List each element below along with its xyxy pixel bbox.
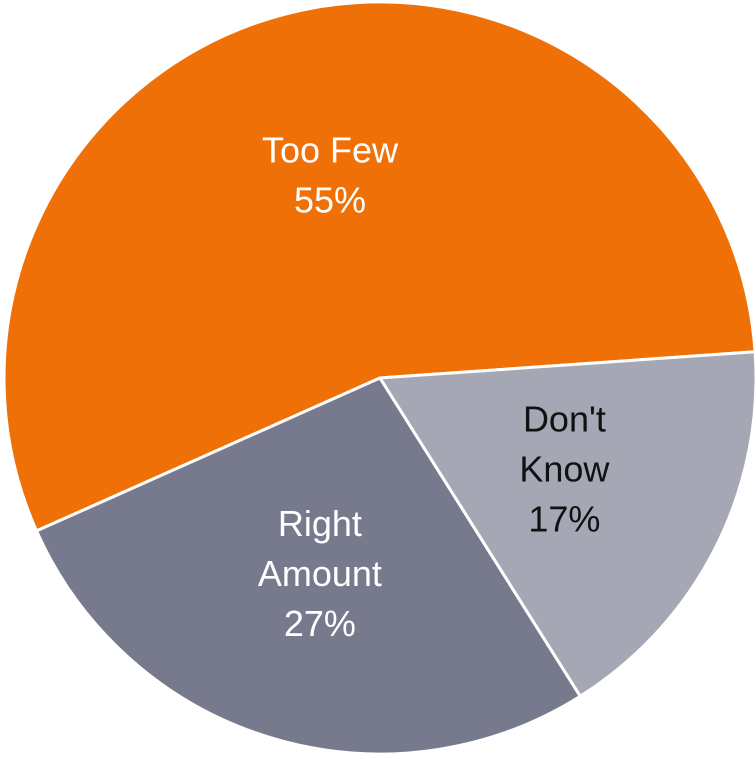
slice-category-label: Amount (258, 552, 382, 593)
slice-value-label: 27% (284, 602, 356, 643)
slice-category-label: Know (519, 448, 610, 489)
slice-category-label: Right (278, 502, 362, 543)
slice-label-2: Don't Know 17% (519, 398, 610, 539)
pie-labels: Too Few 55% Right Amount 27% Don't Know 17% (258, 129, 611, 644)
slice-category-label: Too Few (262, 129, 399, 170)
slice-label-0: Too Few 55% (262, 129, 399, 220)
pie-slice-toofew (2, 0, 756, 533)
slice-label-1: Right Amount 27% (258, 502, 382, 643)
slice-value-label: 17% (528, 498, 600, 539)
slice-category-label: Don't (523, 398, 606, 439)
pie-slice-right-amount (35, 376, 582, 756)
slice-value-label: 55% (294, 179, 366, 220)
pie-slice-dont-know (378, 350, 756, 698)
